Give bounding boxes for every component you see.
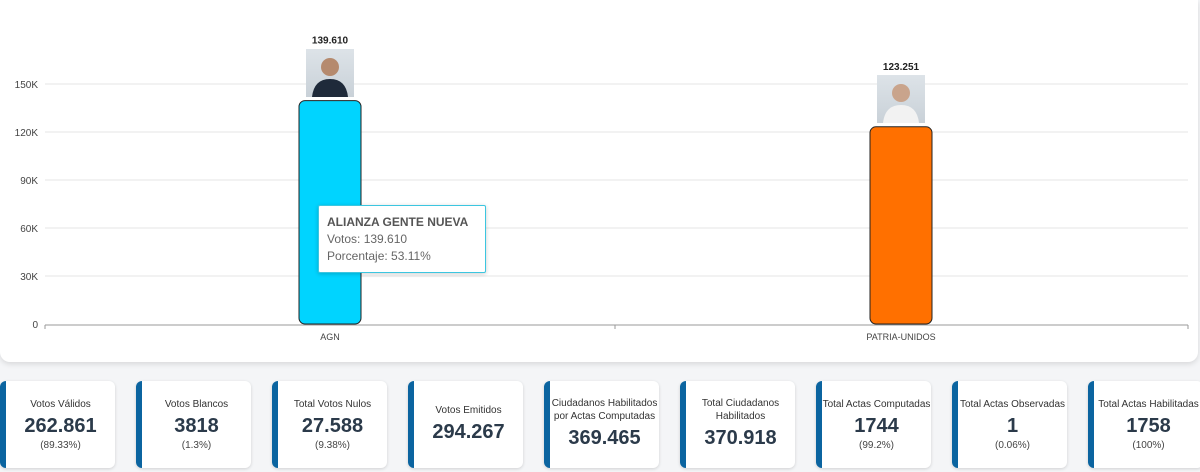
y-tick-label: 30K xyxy=(20,272,38,283)
stat-percent: (89.33%) xyxy=(40,440,81,451)
stat-card: Total Ciudadanos Habilitados 370.918 xyxy=(680,381,795,468)
stat-percent: (99.2%) xyxy=(858,440,894,451)
stat-percent: (1.3%) xyxy=(181,440,212,451)
candidate-photo xyxy=(306,48,354,97)
stat-value: 294.267 xyxy=(432,420,505,443)
bar-patria-unidos[interactable] xyxy=(869,126,933,325)
stat-value: 1 xyxy=(1006,415,1019,437)
stat-label: Total Actas Habilitadas xyxy=(1098,399,1199,410)
y-tick-label: 0 xyxy=(32,320,38,331)
stat-card: Ciudadanos Habilitados por Actas Computa… xyxy=(544,381,659,468)
stat-percent: (9.38%) xyxy=(314,440,350,451)
stat-card: Total Actas Computadas 1744 (99.2%) xyxy=(816,381,931,468)
y-tick-label: 60K xyxy=(20,224,38,235)
stat-card: Total Actas Habilitadas 1758 (100%) xyxy=(1088,381,1200,468)
candidate-photo xyxy=(877,74,925,123)
stat-value: 27.588 xyxy=(301,415,364,437)
stat-label: Ciudadanos Habilitados por Actas Computa… xyxy=(551,398,658,422)
stat-label: Total Votos Nulos xyxy=(293,399,372,410)
bar-chart: 0 30K 60K 90K 120K 150K AGN 139.610 PATRIA-UNIDO… xyxy=(15,36,1189,342)
stat-card: Total Actas Observadas 1 (0.06%) xyxy=(952,381,1067,468)
stat-value: 3818 xyxy=(174,415,219,437)
stat-percent: (0.06%) xyxy=(994,440,1030,451)
tooltip-percent: Porcentaje: 53.11% xyxy=(327,249,431,263)
stat-label: Votos Emitidos xyxy=(435,404,502,416)
stat-card: Votos Blancos 3818 (1.3%) xyxy=(136,381,251,468)
stat-label: Total Actas Observadas xyxy=(959,399,1066,410)
stat-label: Votos Válidos xyxy=(30,399,91,410)
tooltip-votes: Votos: 139.610 xyxy=(327,232,408,246)
stat-value: 370.918 xyxy=(704,427,777,449)
stat-value: 1744 xyxy=(854,415,899,437)
stat-card: Votos Válidos 262.861 (89.33%) xyxy=(0,381,115,468)
stat-card: Votos Emitidos 294.267 xyxy=(408,381,523,468)
tooltip-title: ALIANZA GENTE NUEVA xyxy=(327,215,469,229)
stat-value: 1758 xyxy=(1126,415,1171,437)
stat-value: 262.861 xyxy=(24,415,97,437)
stat-percent: (100%) xyxy=(1132,440,1165,451)
chart-panel xyxy=(0,0,1198,362)
x-category-label: AGN xyxy=(320,332,340,342)
stat-label: Votos Blancos xyxy=(164,399,229,410)
stat-label: Total Ciudadanos Habilitados xyxy=(701,398,780,422)
stat-card: Total Votos Nulos 27.588 (9.38%) xyxy=(272,381,387,468)
y-tick-label: 120K xyxy=(15,128,39,139)
stat-label: Total Actas Computadas xyxy=(822,399,931,410)
y-tick-label: 90K xyxy=(20,176,38,187)
data-label: 139.610 xyxy=(312,36,349,47)
data-label: 123.251 xyxy=(883,62,920,73)
stat-value: 369.465 xyxy=(568,427,641,449)
chart-tooltip: ALIANZA GENTE NUEVA Votos: 139.610 Porce… xyxy=(318,205,486,273)
y-tick-label: 150K xyxy=(15,80,39,91)
x-category-label: PATRIA-UNIDOS xyxy=(866,332,935,342)
